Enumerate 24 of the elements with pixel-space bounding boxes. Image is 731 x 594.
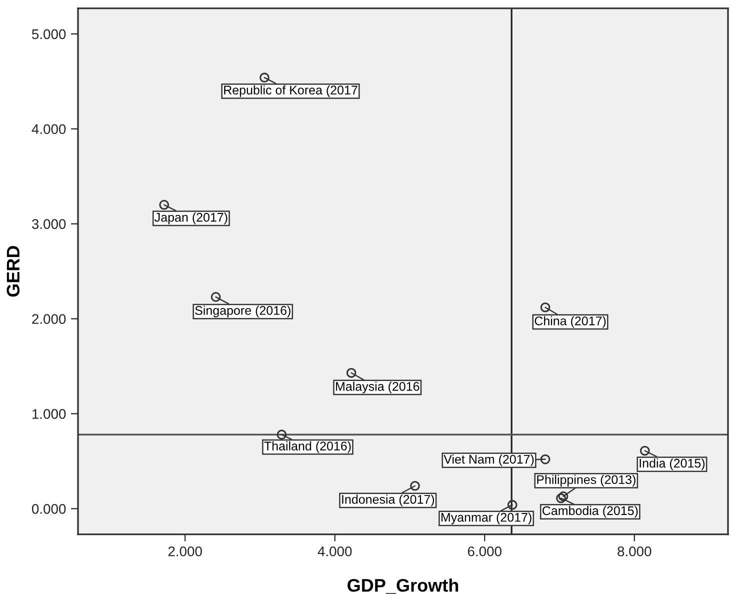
annotation: India (2015): [640, 458, 705, 470]
y-tick-label: 2.000: [32, 314, 66, 324]
annotation: China (2017): [534, 316, 606, 328]
annotation: Viet Nam (2017): [444, 454, 534, 466]
y-tick-label: 3.000: [32, 219, 66, 229]
x-tick-label: 2.000: [168, 546, 202, 556]
y-axis-title: GERD: [6, 246, 20, 297]
annotation: Japan (2017): [154, 212, 228, 224]
y-tick-label: 4.000: [32, 124, 66, 134]
annotation: Singapore (2016): [195, 306, 290, 318]
annotation: Myanmar (2017): [441, 512, 532, 524]
x-tick-label: 8.000: [618, 546, 652, 556]
x-axis-title: GDP_Growth: [348, 578, 458, 594]
annotation: Republic of Korea (2017: [224, 85, 358, 97]
annotation: Indonesia (2017): [342, 494, 434, 506]
y-tick-label: 1.000: [32, 409, 66, 419]
annotation: Philippines (2013): [537, 474, 636, 487]
x-tick-label: 4.000: [318, 546, 352, 556]
x-tick-label: 6.000: [468, 546, 502, 556]
y-tick-label: 5.000: [32, 29, 66, 40]
annotation: Thailand (2016): [264, 441, 351, 453]
y-tick-label: 0.000: [32, 504, 66, 514]
annotation: Cambodia (2015): [542, 506, 638, 518]
annotation: Malaysia (2016: [336, 382, 420, 394]
